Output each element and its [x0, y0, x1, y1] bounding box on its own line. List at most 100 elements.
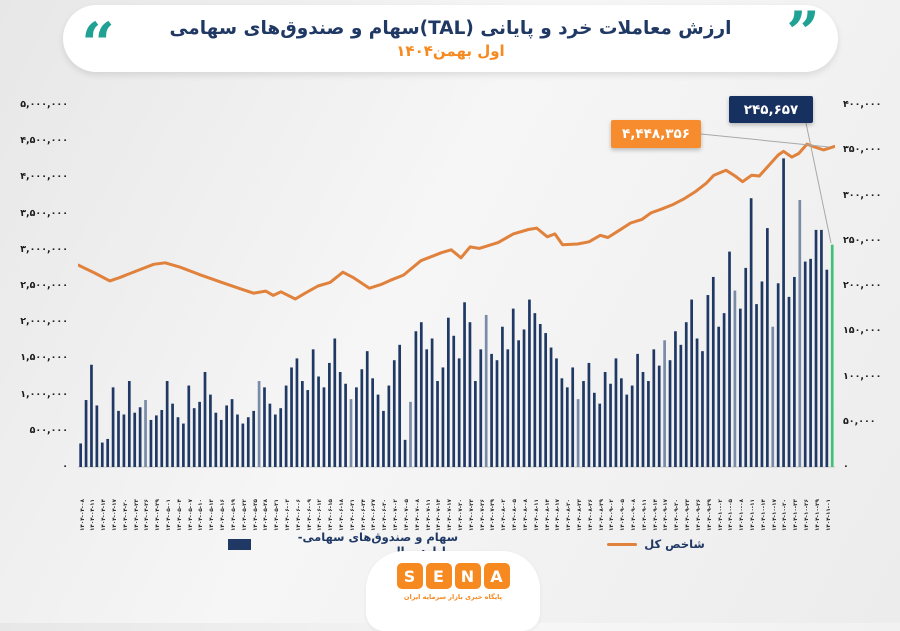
- x-tick-label: ۱۴۰۴-۰۹-۱۴: [652, 499, 659, 531]
- bar: [203, 371, 207, 468]
- bar: [279, 408, 283, 468]
- bar: [382, 410, 385, 467]
- combo-chart-svg: [78, 142, 835, 468]
- x-tick-label: ۱۴۰۴-۱۰-۱۴: [760, 499, 767, 531]
- x-tick-label: ۱۴۰۴-۰۶-۱۲: [317, 499, 324, 531]
- x-tick-label: ۱۴۰۴-۰۸-۲۳: [576, 499, 583, 531]
- bar: [144, 400, 147, 467]
- plot-area: [78, 100, 835, 468]
- y-tick-left: ۴,۵۰۰,۰۰۰: [20, 135, 68, 147]
- bar: [760, 281, 764, 467]
- bar: [468, 322, 472, 467]
- bar: [787, 296, 791, 467]
- bar: [755, 304, 758, 467]
- bar: [679, 344, 683, 467]
- bar: [322, 387, 326, 467]
- bar: [246, 417, 250, 468]
- bar: [603, 371, 607, 468]
- y-tick-right: ۳۰۰,۰۰۰: [843, 189, 882, 201]
- x-tick-label: ۱۴۰۴-۰۹-۲۶: [695, 499, 702, 531]
- y-tick-left: ۱,۵۰۰,۰۰۰: [20, 352, 68, 364]
- x-tick-label: ۱۴۰۴-۰۶-۲۴: [360, 499, 367, 531]
- bar: [284, 385, 288, 467]
- bar: [365, 351, 369, 467]
- bar: [766, 228, 769, 467]
- bar: [749, 198, 753, 467]
- bar: [620, 378, 623, 467]
- bar: [436, 381, 439, 467]
- bar: [187, 385, 191, 467]
- x-tick-label: ۱۴۰۴-۰۵-۲۸: [263, 499, 270, 531]
- header-card: “ ارزش معاملات خرد و پایانی (TAL)سهام و …: [63, 4, 838, 73]
- x-tick-label: ۱۴۰۴-۰۷-۲۹: [490, 499, 497, 531]
- x-tick-label: ۱۴۰۴-۰۴-۲۶: [144, 499, 151, 531]
- x-tick-label: ۱۴۰۴-۱۰-۲۰: [782, 499, 789, 531]
- x-tick-label: ۱۴۰۴-۰۷-۲۳: [468, 499, 475, 531]
- x-tick-label: ۱۴۰۴-۰۷-۱۷: [447, 499, 454, 531]
- bar: [176, 417, 180, 468]
- bar: [722, 313, 726, 467]
- bar: [657, 365, 661, 467]
- x-tick-label: ۱۴۰۴-۰۹-۲۳: [685, 499, 692, 531]
- bar: [528, 299, 531, 467]
- bar: [160, 409, 164, 468]
- bar: [711, 276, 715, 467]
- bar: [263, 387, 266, 467]
- x-tick-label: ۱۴۰۴-۰۶-۰۳: [284, 499, 291, 531]
- x-tick-label: ۱۴۰۴-۰۶-۳۰: [382, 499, 389, 531]
- y-tick-left: ۵,۰۰۰,۰۰۰: [20, 99, 68, 110]
- x-tick-label: ۱۴۰۴-۰۵-۰۷: [187, 499, 194, 531]
- bar: [630, 385, 634, 467]
- x-tick-label: ۱۴۰۴-۰۴-۱۱: [90, 499, 97, 531]
- x-tick-label: ۱۴۰۴-۰۵-۱۹: [230, 499, 237, 531]
- x-tick-label: ۱۴۰۴-۰۹-۱۱: [641, 499, 648, 531]
- bar: [457, 358, 461, 467]
- bar: [355, 387, 358, 467]
- bar: [403, 439, 407, 467]
- bar: [236, 414, 239, 467]
- x-tick-label: ۱۴۰۴-۰۹-۱۷: [663, 499, 670, 531]
- bar: [782, 158, 785, 467]
- index-value-callout: ۴,۴۴۸,۳۵۶: [611, 120, 701, 148]
- bar-swatch-icon: [228, 538, 251, 550]
- x-tick-label: ۱۴۰۴-۱۰-۰۵: [728, 499, 735, 531]
- bar: [328, 362, 331, 467]
- bar: [674, 331, 677, 467]
- bar: [90, 364, 93, 467]
- bar: [814, 229, 818, 467]
- bar: [446, 317, 450, 467]
- bar: [252, 410, 256, 467]
- bar: [149, 419, 153, 467]
- bar: [793, 276, 796, 467]
- y-tick-left: ۵۰۰,۰۰۰: [29, 424, 68, 436]
- x-tick-label: ۱۴۰۴-۰۹-۰۲: [609, 499, 616, 531]
- x-tick-label: ۱۴۰۴-۰۷-۰۸: [414, 499, 421, 531]
- bar: [668, 360, 672, 467]
- bar: [155, 415, 158, 467]
- bar: [609, 383, 612, 467]
- bar: [733, 290, 737, 467]
- x-tick-label: ۱۴۰۴-۰۴-۰۸: [79, 499, 86, 531]
- bar: [738, 308, 742, 468]
- bar: [209, 394, 212, 467]
- bar: [95, 405, 99, 467]
- bar: [533, 313, 537, 467]
- bar: [371, 378, 374, 467]
- x-tick-label: ۱۴۰۴-۰۸-۲۰: [566, 499, 573, 531]
- y-tick-right: ۵۰,۰۰۰: [843, 415, 876, 427]
- x-tick-label: ۱۴۰۴-۱۰-۰۲: [717, 499, 724, 531]
- bar: [117, 410, 120, 467]
- bar: [214, 412, 218, 467]
- bar: [138, 407, 142, 467]
- bar: [165, 381, 169, 467]
- x-tick-label: ۱۴۰۴-۰۴-۲۳: [133, 499, 140, 531]
- y-tick-right: ۴۰۰,۰۰۰: [843, 99, 882, 110]
- x-tick-label: ۱۴۰۴-۱۱-۰۱: [825, 499, 832, 531]
- x-tick-label: ۱۴۰۴-۰۴-۱۷: [111, 499, 118, 531]
- bar: [549, 347, 553, 467]
- x-tick-label: ۱۴۰۴-۰۴-۲۹: [155, 499, 162, 531]
- bar: [701, 351, 704, 467]
- bar: [338, 371, 342, 468]
- bar: [684, 322, 688, 467]
- bar: [582, 381, 585, 467]
